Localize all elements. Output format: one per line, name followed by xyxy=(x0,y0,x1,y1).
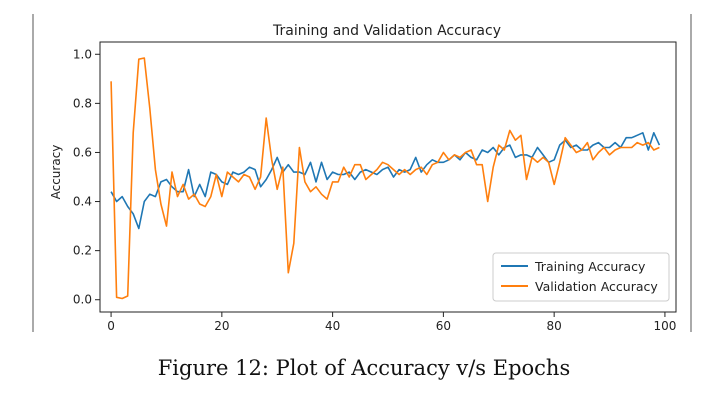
legend-label-training: Training Accuracy xyxy=(534,259,646,274)
y-tick-label: 0.4 xyxy=(73,195,92,209)
x-tick-label: 60 xyxy=(436,319,451,333)
x-tick-label: 100 xyxy=(653,319,676,333)
chart-title: Training and Validation Accuracy xyxy=(272,23,501,39)
y-tick-label: 0.8 xyxy=(73,96,92,110)
y-tick-label: 0.6 xyxy=(73,145,92,159)
x-tick-label: 20 xyxy=(214,319,229,333)
y-tick-label: 1.0 xyxy=(73,47,92,61)
legend: Training Accuracy Validation Accuracy xyxy=(492,252,670,302)
y-tick-label: 0.2 xyxy=(73,244,92,258)
legend-label-validation: Validation Accuracy xyxy=(535,279,658,294)
y-tick-label: 0.0 xyxy=(73,293,92,307)
training-accuracy-line xyxy=(110,132,661,230)
x-tick-label: 0 xyxy=(107,319,115,333)
accuracy-line-chart: Training and Validation Accuracy Accurac… xyxy=(32,14,692,333)
y-axis-label: Accuracy xyxy=(49,145,63,200)
plot-frame xyxy=(99,41,677,313)
figure-caption: Figure 12: Plot of Accuracy v/s Epochs xyxy=(157,356,571,380)
plot-layer: 0 20 40 60 80 100 0.0 0.2 0.4 0.6 0.8 1.0 xyxy=(73,47,676,333)
validation-accuracy-line xyxy=(110,57,660,300)
legend-box xyxy=(492,252,670,302)
x-tick-label: 40 xyxy=(325,319,340,333)
x-tick-label: 80 xyxy=(547,319,562,333)
